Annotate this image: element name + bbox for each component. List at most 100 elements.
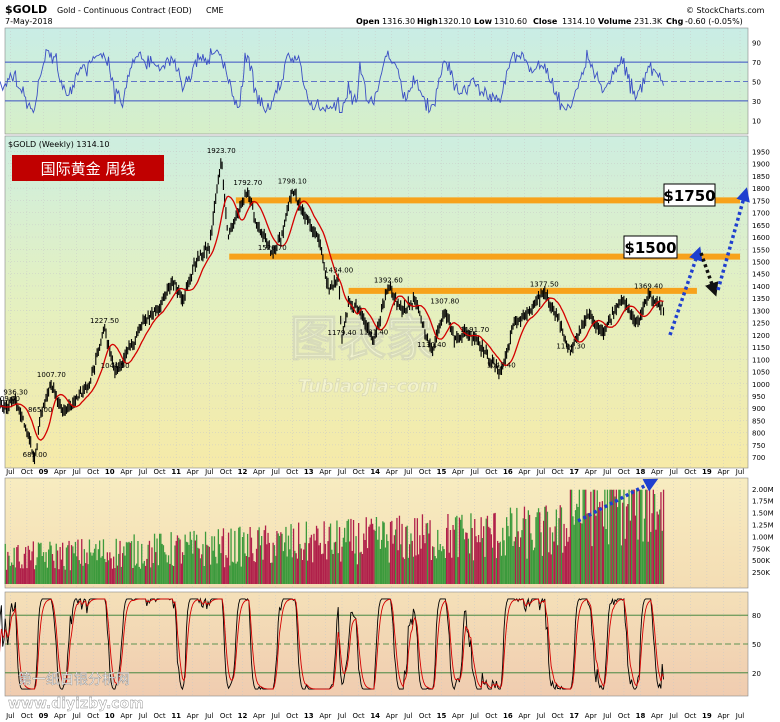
volume-bar: [623, 489, 625, 584]
volume-bar: [479, 542, 481, 584]
price-annotation: 865.00: [28, 406, 53, 414]
volume-bar: [171, 565, 173, 584]
volume-bar: [290, 524, 292, 584]
volume-bar: [541, 555, 543, 584]
footer-url: www.diyizby.com: [8, 696, 144, 712]
volume-bar: [528, 514, 531, 584]
volume-bar: [44, 561, 46, 584]
volume-bar: [442, 546, 444, 584]
x-tick-label: Jul: [602, 712, 612, 720]
volume-bar: [230, 528, 232, 584]
volume-bar: [336, 520, 338, 584]
volume-bar: [423, 535, 425, 584]
x-tick-label: Oct: [21, 468, 33, 476]
volume-bar: [99, 540, 101, 584]
volume-bar: [449, 530, 452, 584]
volume-bar: [133, 534, 135, 584]
volume-bar: [39, 543, 41, 584]
volume-bar: [514, 536, 517, 584]
x-tick-label: Oct: [552, 712, 564, 720]
volume-bar: [14, 567, 17, 584]
volume-bar: [604, 489, 606, 584]
volume-bar: [176, 535, 179, 584]
volume-bar: [375, 517, 378, 584]
volume-tick-label: 750K: [752, 545, 770, 553]
x-tick-label: Apr: [54, 468, 66, 476]
volume-bar: [141, 543, 143, 584]
low-value: 1310.60: [494, 17, 527, 26]
volume-bar: [4, 543, 6, 584]
volume-bar: [503, 540, 505, 584]
volume-bar: [467, 538, 469, 584]
x-tick-label: Apr: [319, 468, 331, 476]
volume-bar: [342, 537, 344, 584]
x-tick-label: Jul: [469, 468, 479, 476]
volume-bar: [629, 520, 631, 584]
volume-bar: [48, 549, 50, 584]
volume-bar: [123, 546, 125, 584]
volume-bar: [305, 521, 307, 584]
volume-bar: [333, 542, 335, 584]
volume-bar: [439, 544, 441, 584]
x-tick-label: Jul: [204, 468, 214, 476]
chg-label: Chg: [666, 17, 684, 26]
label-1500-text: $1500: [624, 239, 676, 257]
x-tick-label: Apr: [651, 712, 663, 720]
volume-bar: [301, 560, 304, 584]
volume-bar: [648, 489, 651, 584]
volume-bar: [105, 562, 107, 584]
volume-bar: [650, 531, 652, 584]
x-tick-label: Oct: [87, 468, 99, 476]
volume-bar: [559, 505, 561, 584]
volume-bar: [225, 555, 227, 584]
price-annotation: 909.60: [0, 395, 20, 403]
volume-bar: [257, 530, 259, 584]
volume-bar: [236, 561, 239, 584]
volume-bar: [91, 555, 93, 584]
x-tick-label: Jul: [5, 712, 15, 720]
x-tick-label: Jul: [270, 712, 280, 720]
volume-bar: [565, 528, 568, 584]
volume-bar: [530, 533, 532, 584]
volume-bar: [157, 565, 159, 584]
volume-bar: [40, 542, 42, 584]
volume-bar: [280, 532, 282, 584]
x-tick-label: 19: [702, 712, 712, 720]
volume-bar: [174, 545, 176, 584]
price-annotation: 1526.70: [258, 244, 287, 252]
volume-bar: [340, 561, 342, 584]
volume-bar: [111, 568, 114, 584]
chart-date: 7-May-2018: [5, 17, 53, 26]
volume-bar: [258, 527, 260, 584]
volume-bar: [146, 558, 148, 584]
volume-bar: [217, 529, 219, 584]
volume-bar: [659, 509, 661, 584]
volume-bar: [16, 547, 18, 584]
volume-bar: [247, 533, 249, 584]
price-tick-label: 800: [752, 430, 765, 438]
x-tick-label: Jul: [204, 712, 214, 720]
volume-bar: [351, 550, 353, 584]
volume-bar: [180, 563, 182, 584]
volume-bar: [175, 540, 177, 584]
volume-bar: [326, 559, 328, 584]
price-tick-label: 1750: [752, 197, 770, 205]
volume-bar: [531, 539, 533, 584]
volume-bar: [403, 558, 406, 584]
volume-bar: [291, 557, 293, 584]
x-tick-label: Jul: [536, 468, 546, 476]
volume-bar: [506, 517, 508, 584]
x-tick-label: Oct: [353, 468, 365, 476]
volume-bar: [628, 489, 630, 584]
volume-bar: [654, 494, 656, 584]
volume-bar: [160, 533, 162, 584]
volume-bar: [332, 554, 334, 584]
volume-bar: [636, 489, 638, 584]
volume-bar: [125, 542, 128, 584]
volume-bar: [114, 568, 116, 584]
volume-bar: [657, 514, 660, 584]
volume-bar: [101, 556, 103, 584]
price-tick-label: 1550: [752, 246, 770, 254]
volume-bar: [386, 534, 388, 584]
